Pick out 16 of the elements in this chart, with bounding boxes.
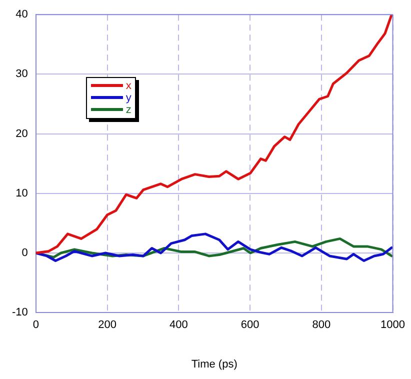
x-tick-label: 0: [32, 319, 39, 332]
x-tick-label: 600: [240, 319, 260, 332]
y-tick-label: 30: [16, 68, 28, 80]
y-tick-label: 0: [22, 247, 28, 260]
y-tick-label: 20: [16, 128, 28, 140]
x-tick-label: 1000: [380, 319, 406, 332]
x-tick-label: 800: [312, 319, 331, 332]
y-tick-label: 10: [16, 187, 28, 200]
x-tick-label: 200: [98, 319, 116, 332]
x-tick-label: 400: [169, 319, 188, 332]
legend-label: y: [126, 92, 132, 104]
y-tick-label: 40: [16, 8, 28, 21]
y-tick-label: -10: [12, 306, 28, 319]
legend-label: x: [126, 80, 132, 92]
legend-label: z: [126, 104, 132, 116]
x-axis-title: Time (ps): [191, 358, 238, 370]
